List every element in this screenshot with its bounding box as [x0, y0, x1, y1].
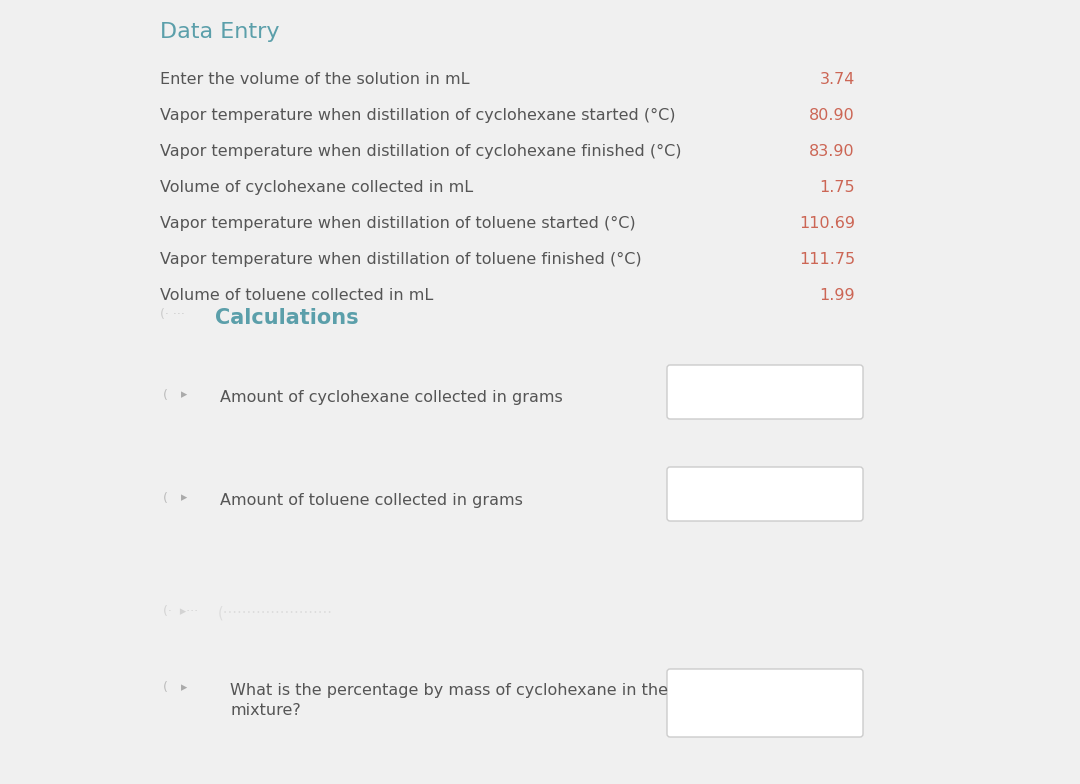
Text: What is the percentage by mass of cyclohexane in the: What is the percentage by mass of cycloh… [230, 683, 669, 698]
Text: Amount of toluene collected in grams: Amount of toluene collected in grams [220, 493, 523, 508]
Text: (: ( [163, 389, 171, 401]
Text: 1.75: 1.75 [820, 180, 855, 195]
Text: Vapor temperature when distillation of cyclohexane finished (°C): Vapor temperature when distillation of c… [160, 144, 681, 159]
Text: (: ( [163, 492, 171, 504]
Text: Vapor temperature when distillation of cyclohexane started (°C): Vapor temperature when distillation of c… [160, 108, 675, 123]
FancyBboxPatch shape [667, 669, 863, 737]
Text: Volume of toluene collected in mL: Volume of toluene collected in mL [160, 288, 433, 303]
Text: Calculations: Calculations [215, 308, 359, 328]
Text: Vapor temperature when distillation of toluene started (°C): Vapor temperature when distillation of t… [160, 216, 636, 231]
Text: 110.69: 110.69 [799, 216, 855, 231]
Text: Amount of cyclohexane collected in grams: Amount of cyclohexane collected in grams [220, 390, 563, 405]
Text: (: ( [163, 681, 171, 695]
Text: 83.90: 83.90 [809, 144, 855, 159]
Text: (·······················: (······················· [218, 605, 333, 620]
Text: ▸: ▸ [181, 389, 187, 401]
Text: ▸: ▸ [181, 492, 187, 504]
Text: Volume of cyclohexane collected in mL: Volume of cyclohexane collected in mL [160, 180, 473, 195]
FancyBboxPatch shape [667, 467, 863, 521]
Text: mixture?: mixture? [230, 703, 300, 718]
Text: 80.90: 80.90 [809, 108, 855, 123]
Text: 1.99: 1.99 [820, 288, 855, 303]
Text: ▸: ▸ [181, 681, 187, 695]
Text: Data Entry: Data Entry [160, 22, 280, 42]
Text: (·  ▸···: (· ▸··· [163, 605, 198, 618]
Text: Vapor temperature when distillation of toluene finished (°C): Vapor temperature when distillation of t… [160, 252, 642, 267]
Text: 111.75: 111.75 [799, 252, 855, 267]
FancyBboxPatch shape [667, 365, 863, 419]
Text: (· ···: (· ··· [160, 308, 185, 321]
Text: 3.74: 3.74 [820, 72, 855, 87]
Text: Enter the volume of the solution in mL: Enter the volume of the solution in mL [160, 72, 470, 87]
